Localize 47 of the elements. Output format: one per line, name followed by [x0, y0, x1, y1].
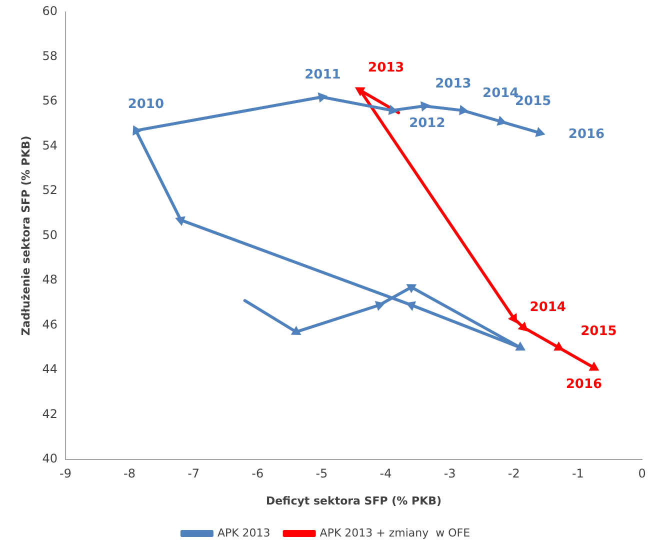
point	[290, 326, 302, 336]
y-tick-label: 40	[42, 452, 58, 466]
y-tick-label: 46	[42, 317, 58, 332]
y-tick-label: 60	[42, 4, 58, 18]
x-tick-label: 0	[638, 466, 646, 481]
x-tick-label: -3	[444, 466, 456, 481]
point	[318, 92, 328, 103]
point	[388, 104, 398, 115]
point	[354, 87, 366, 96]
y-tick-label: 48	[42, 272, 58, 287]
annotation: 2010	[128, 96, 164, 112]
y-tick-label: 56	[42, 94, 58, 108]
y-tick-label: 58	[42, 48, 58, 63]
annotation: 2013	[435, 76, 472, 92]
y-tick-label: 44	[42, 362, 58, 376]
x-tick-label: -7	[188, 466, 200, 481]
x-tick-label: -1	[572, 466, 584, 481]
x-tick-label: -9	[59, 466, 72, 481]
legend-label: APK 2013	[217, 526, 270, 540]
annotation: 2014	[482, 86, 519, 101]
annotation: 2011	[304, 67, 341, 82]
annotation: 2016	[566, 377, 602, 392]
annotation: 2014	[530, 300, 566, 315]
y-tick-label: 52	[42, 183, 58, 198]
y-tick-label: 42	[42, 406, 58, 421]
x-tick-label: -8	[124, 466, 136, 481]
point	[459, 104, 469, 116]
point	[535, 126, 546, 137]
x-tick-label: -2	[508, 466, 520, 481]
annotation: 2013	[368, 60, 404, 76]
x-tick-label: -4	[380, 466, 392, 481]
point	[420, 101, 430, 112]
annotation: 2015	[580, 324, 617, 339]
y-tick-label: 54	[42, 138, 58, 152]
annotation: 2012	[409, 116, 446, 131]
x-tick-label: -6	[252, 466, 264, 481]
legend-label: APK 2013 + zmiany w OFE	[320, 526, 470, 540]
point	[132, 125, 142, 136]
y-axis-title: Zadłużenie sektora SFP (% PKB)	[19, 136, 32, 336]
x-tick-label: -5	[316, 466, 328, 481]
point	[518, 322, 528, 332]
x-axis-title: Deficyt sektora SFP (% PKB)	[266, 494, 442, 508]
point	[588, 362, 600, 371]
point	[554, 342, 564, 351]
point	[515, 342, 526, 351]
y-tick-label: 50	[42, 228, 58, 242]
annotation: 2016	[568, 127, 605, 142]
